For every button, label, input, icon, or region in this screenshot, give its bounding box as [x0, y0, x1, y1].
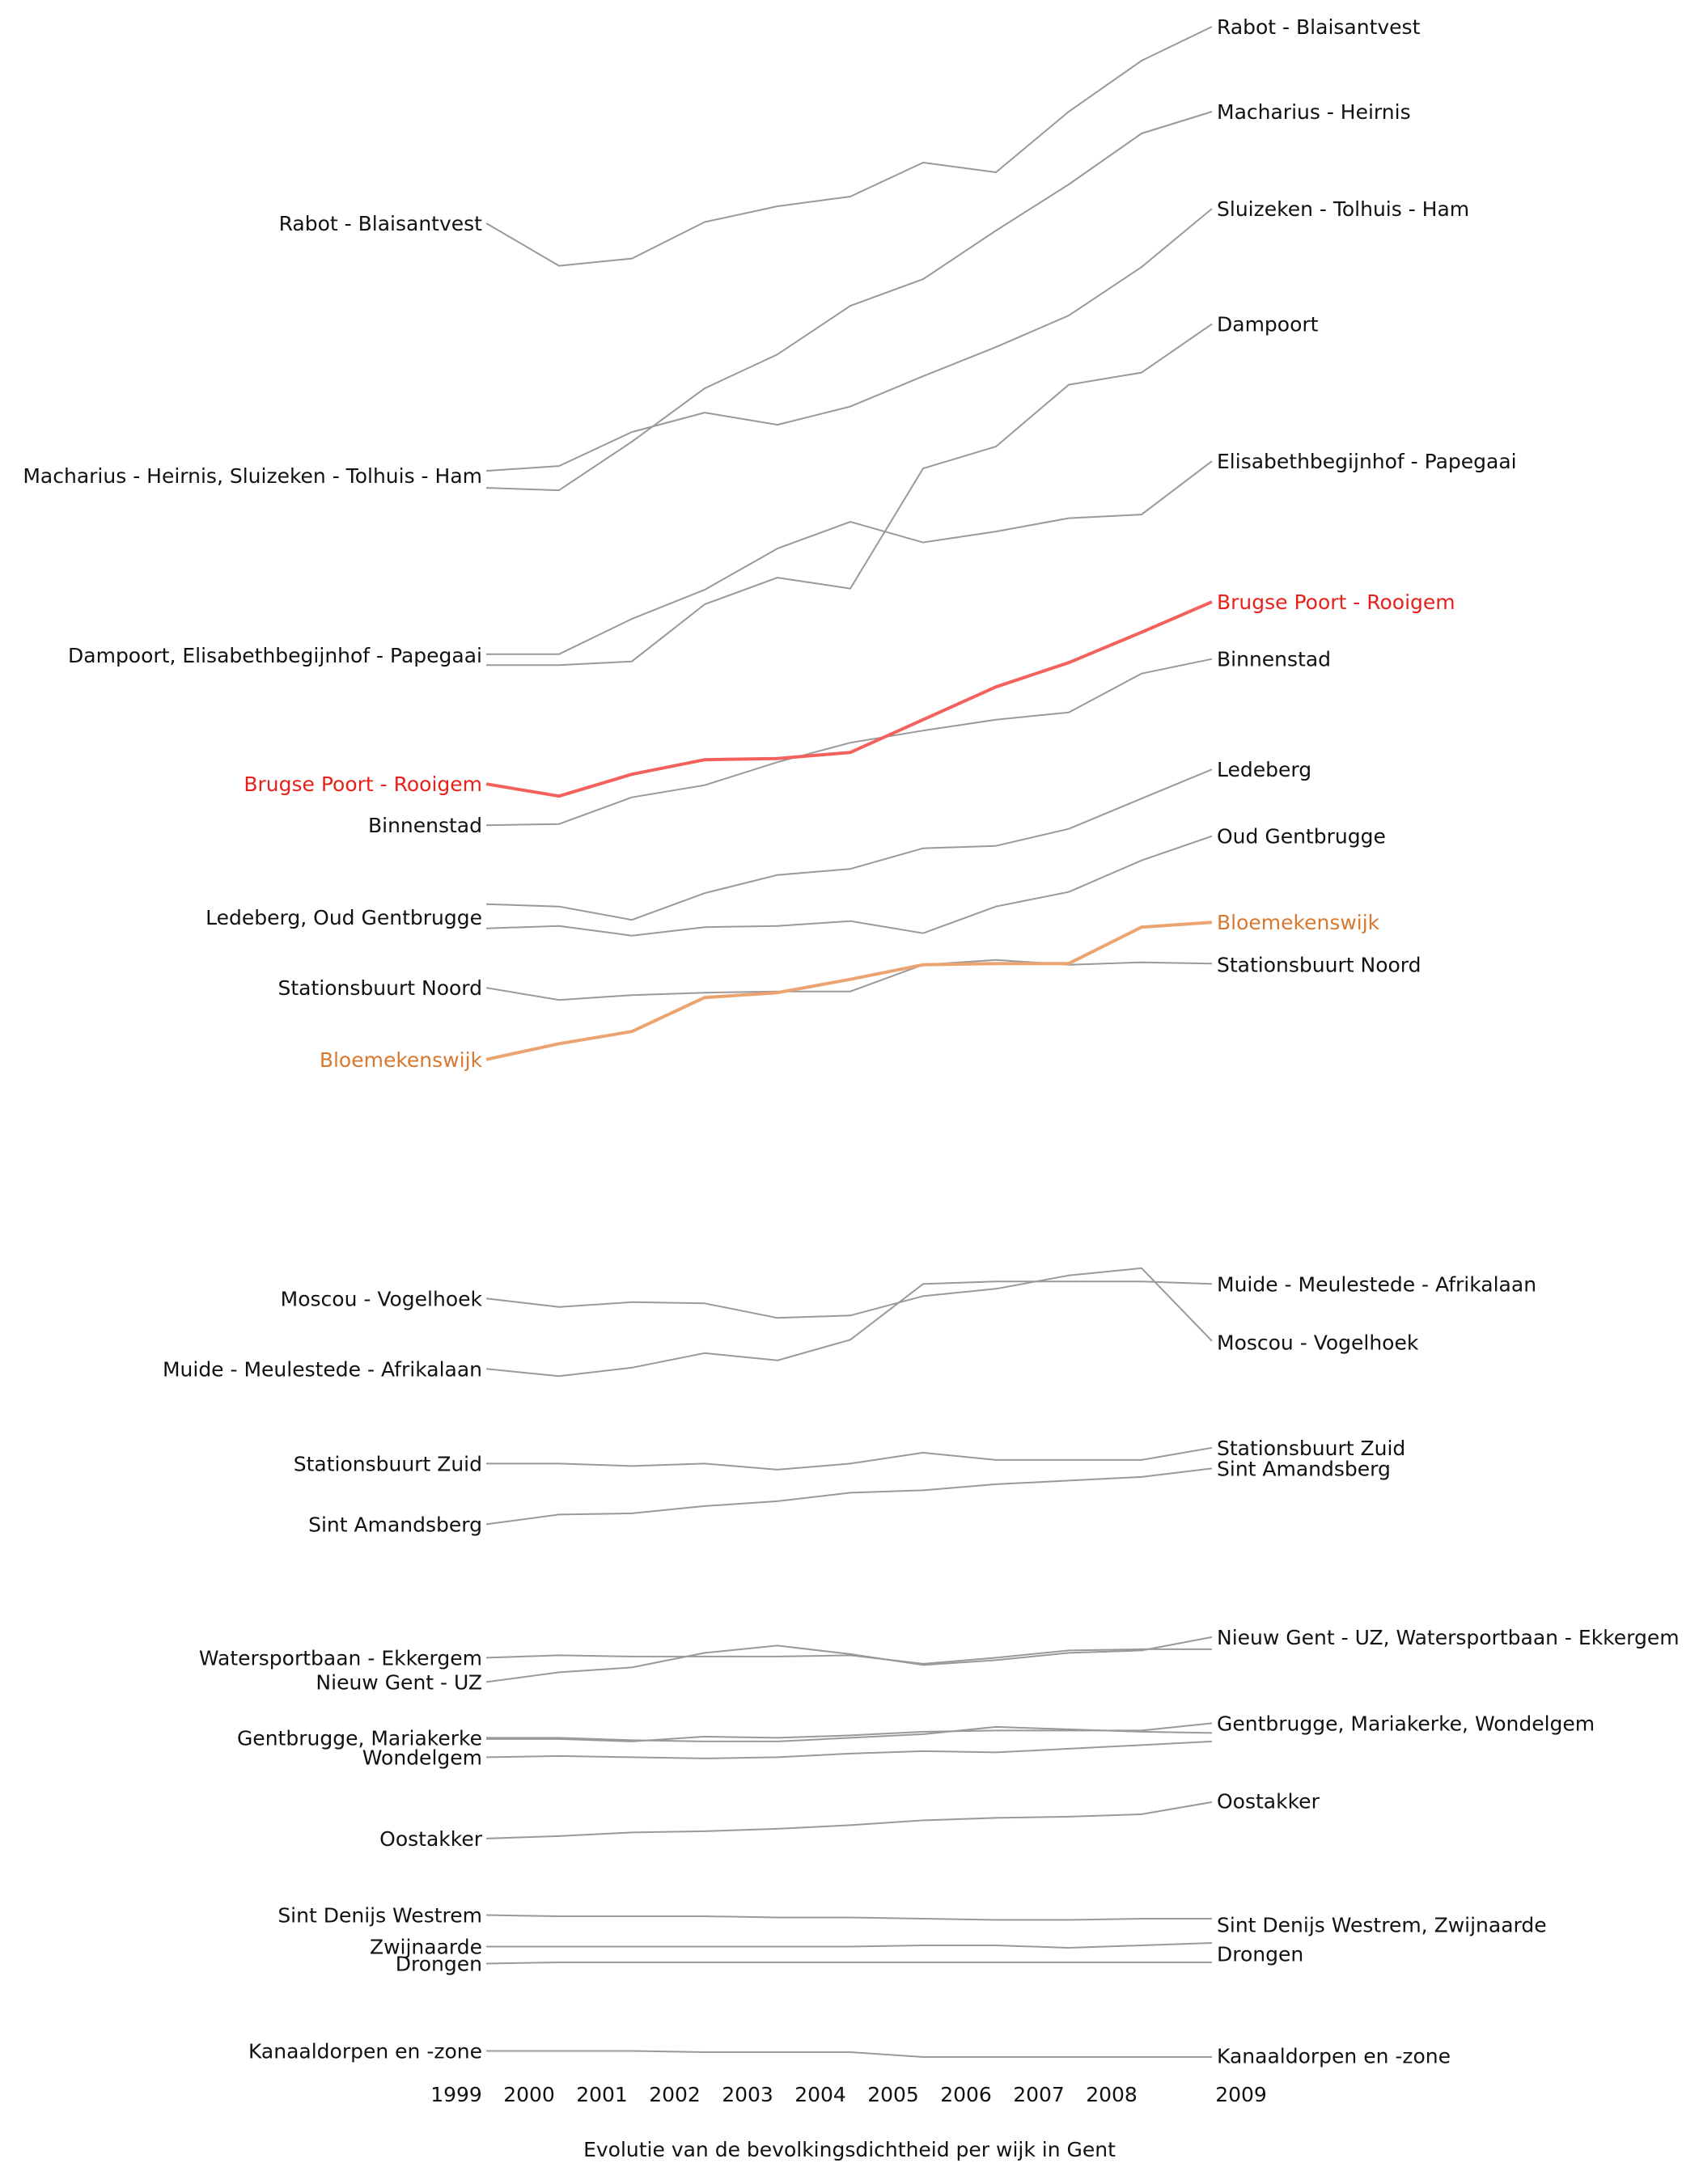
start-label-brugse-poort-rooigem: Brugse Poort - Rooigem — [244, 772, 482, 796]
x-tick-2004: 2004 — [794, 2083, 846, 2106]
end-label-elisabethbegijnhof-papegaai: Elisabethbegijnhof - Papegaai — [1217, 450, 1517, 473]
end-label-drongen: Drongen — [1217, 1943, 1303, 1966]
x-tick-2006: 2006 — [940, 2083, 992, 2106]
start-label-sint-amandsberg: Sint Amandsberg — [308, 1513, 482, 1536]
start-label-zwijnaarde: Zwijnaarde — [370, 1936, 482, 1959]
series-line-macharius-heirnis: Macharius - Heirnis — [485, 111, 1213, 492]
series-line-mariakerke: Mariakerke — [486, 1725, 1213, 1742]
end-label-nieuw-gent-uz-watersportbaan-ekkergem: Nieuw Gent - UZ, Watersportbaan - Ekkerg… — [1217, 1626, 1680, 1649]
series-line-binnenstad: Binnenstad — [485, 658, 1213, 827]
series-line-zwijnaarde: Zwijnaarde — [486, 1942, 1213, 1949]
series-line-stationsbuurt-noord: Stationsbuurt Noord — [485, 959, 1213, 1001]
series-line-sint-denijs-westrem: Sint Denijs Westrem — [485, 1914, 1212, 1921]
end-label-oostakker: Oostakker — [1217, 1789, 1320, 1813]
series-line-dampoort: Dampoort — [486, 323, 1213, 667]
series-line-sluizeken-tolhuis-ham: Sluizeken - Tolhuis - Ham — [485, 208, 1213, 472]
series-line-ledeberg: Ledeberg — [485, 768, 1213, 921]
start-label-muide-meulestede-afrikalaan: Muide - Meulestede - Afrikalaan — [163, 1357, 482, 1381]
end-label-oud-gentbrugge: Oud Gentbrugge — [1217, 825, 1386, 849]
series-line-nieuw-gent-uz: Nieuw Gent - UZ — [485, 1636, 1213, 1683]
end-label-kanaaldorpen-en-zone: Kanaaldorpen en -zone — [1217, 2045, 1451, 2068]
chart-title: Evolutie van de bevolkingsdichtheid per … — [583, 2138, 1116, 2161]
series-line-muide-meulestede-afrikalaan: Muide - Meulestede - Afrikalaan — [485, 1280, 1213, 1378]
start-label-rabot-blaisantvest: Rabot - Blaisantvest — [279, 212, 483, 235]
series-line-moscou-vogelhoek: Moscou - Vogelhoek — [485, 1267, 1213, 1342]
start-label-ledeberg-oud-gentbrugge: Ledeberg, Oud Gentbrugge — [205, 906, 482, 929]
end-label-stationsbuurt-zuid: Stationsbuurt Zuid — [1217, 1437, 1405, 1460]
start-label-binnenstad: Binnenstad — [368, 814, 482, 837]
end-label-bloemekenswijk: Bloemekenswijk — [1217, 911, 1380, 934]
year-axis: 1999 2000 2001 2002 2003 2004 2005 2006 2007 2008… — [430, 2083, 1267, 2106]
series-line-kanaaldorpen-en-zone: Kanaaldorpen en -zone — [486, 2050, 1212, 2058]
end-label-brugse-poort-rooigem: Brugse Poort - Rooigem — [1217, 590, 1455, 614]
x-tick-2009: 2009 — [1215, 2083, 1267, 2106]
end-label-rabot-blaisantvest: Rabot - Blaisantvest — [1217, 15, 1421, 39]
start-label-kanaaldorpen-en-zone: Kanaaldorpen en -zone — [248, 2040, 482, 2063]
start-label-stationsbuurt-zuid: Stationsbuurt Zuid — [294, 1452, 482, 1475]
end-label-macharius-heirnis: Macharius - Heirnis — [1217, 100, 1411, 124]
series-line-oostakker: Oostakker — [485, 1801, 1213, 1839]
start-label-drongen: Drongen — [396, 1953, 482, 1976]
series-line-wondelgem: Wondelgem — [485, 1740, 1213, 1759]
x-tick-2001: 2001 — [576, 2083, 628, 2106]
x-tick-2002: 2002 — [649, 2083, 701, 2106]
end-label-stationsbuurt-noord: Stationsbuurt Noord — [1217, 954, 1421, 977]
end-label-moscou-vogelhoek: Moscou - Vogelhoek — [1217, 1331, 1419, 1354]
end-labels: Rabot - Blaisantvest Macharius - Heirnis S… — [1217, 15, 1680, 2068]
x-tick-1999: 1999 — [430, 2083, 482, 2106]
end-label-muide-meulestede-afrikalaan: Muide - Meulestede - Afrikalaan — [1217, 1272, 1536, 1296]
end-label-sluizeken-tolhuis-ham: Sluizeken - Tolhuis - Ham — [1217, 197, 1469, 221]
series-line-sint-amandsberg: Sint Amandsberg — [485, 1467, 1213, 1526]
x-tick-2003: 2003 — [722, 2083, 773, 2106]
series-line-oud-gentbrugge: Oud Gentbrugge — [485, 835, 1213, 937]
series-line-brugse-poort-rooigem: Brugse Poort - Rooigem — [485, 600, 1213, 798]
start-label-moscou-vogelhoek: Moscou - Vogelhoek — [281, 1287, 483, 1310]
end-label-gentbrugge-mariakerke-wondelgem: Gentbrugge, Mariakerke, Wondelgem — [1217, 1712, 1595, 1735]
x-tick-2008: 2008 — [1086, 2083, 1138, 2106]
series-line-stationsbuurt-zuid: Stationsbuurt Zuid — [486, 1446, 1213, 1471]
start-label-stationsbuurt-noord: Stationsbuurt Noord — [278, 976, 483, 1000]
x-tick-2007: 2007 — [1013, 2083, 1065, 2106]
start-label-dampoort-elisabethbegijnhof-papegaai: Dampoort, Elisabethbegijnhof - Papegaai — [68, 644, 482, 667]
start-label-macharius-heirnis-sluizeken-tolhuis-ham: Macharius - Heirnis, Sluizeken - Tolhuis… — [23, 464, 482, 488]
start-label-wondelgem: Wondelgem — [362, 1746, 482, 1769]
series-line-elisabethbegijnhof-papegaai: Elisabethbegijnhof - Papegaai — [486, 460, 1213, 655]
start-label-sint-denijs-westrem: Sint Denijs Westrem — [278, 1904, 482, 1928]
end-label-binnenstad: Binnenstad — [1217, 648, 1331, 671]
end-label-ledeberg: Ledeberg — [1217, 758, 1311, 781]
x-tick-2005: 2005 — [867, 2083, 919, 2106]
series-line-drongen: Drongen — [485, 1962, 1212, 1965]
start-label-gentbrugge-mariakerke: Gentbrugge, Mariakerke — [237, 1726, 482, 1750]
start-label-watersportbaan-ekkergem: Watersportbaan - Ekkergem — [199, 1646, 482, 1670]
start-label-oostakker: Oostakker — [379, 1827, 483, 1851]
start-label-bloemekenswijk: Bloemekenswijk — [320, 1048, 483, 1072]
end-label-sint-amandsberg: Sint Amandsberg — [1217, 1457, 1391, 1480]
end-label-sint-denijs-westrem-zwijnaarde: Sint Denijs Westrem, Zwijnaarde — [1217, 1914, 1547, 1937]
series-line-rabot-blaisantvest: Rabot - Blaisantvest — [485, 26, 1213, 267]
end-label-dampoort: Dampoort — [1217, 313, 1319, 336]
x-tick-2000: 2000 — [503, 2083, 555, 2106]
series-line-bloemekenswijk: Bloemekenswijk — [485, 921, 1213, 1061]
start-label-nieuw-gent-uz: Nieuw Gent - UZ — [316, 1670, 482, 1694]
start-labels: Rabot - Blaisantvest Macharius - Heirnis,… — [23, 212, 482, 2063]
series-line-watersportbaan-ekkergem: Watersportbaan - Ekkergem — [485, 1648, 1212, 1665]
